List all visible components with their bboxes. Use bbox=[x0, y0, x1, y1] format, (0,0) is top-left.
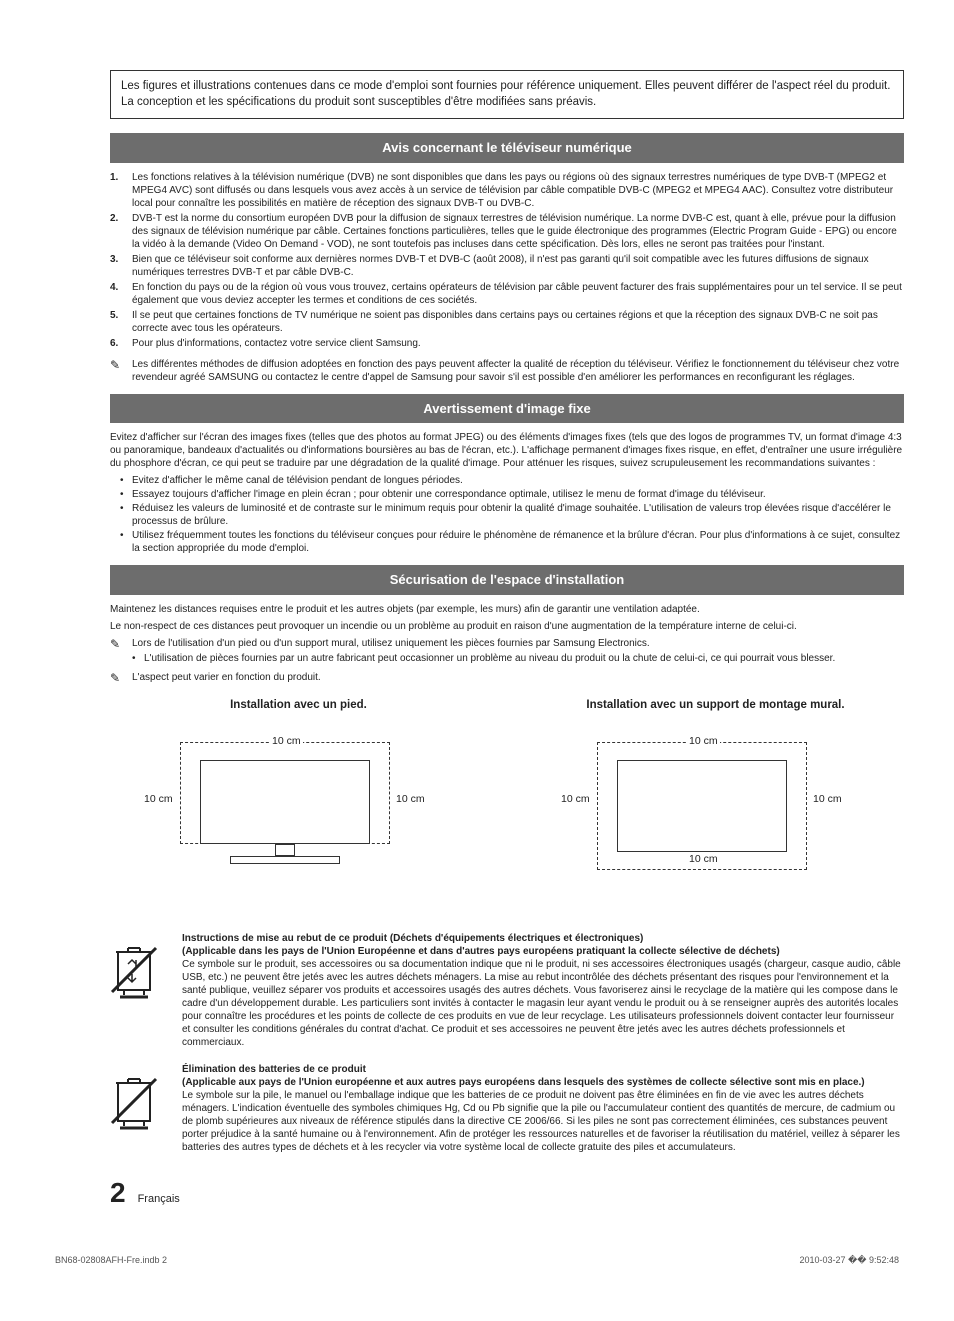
tv-stand bbox=[230, 856, 340, 864]
tv-outline bbox=[200, 760, 370, 844]
dim-bottom: 10 cm bbox=[687, 852, 720, 866]
item-text: Pour plus d'informations, contactez votr… bbox=[132, 337, 421, 350]
installation-diagrams: Installation avec un pied. 10 cm 10 cm 1… bbox=[110, 698, 904, 902]
item-number: 5. bbox=[110, 309, 132, 335]
item-text: Les fonctions relatives à la télévision … bbox=[132, 171, 904, 210]
weee-text: Instructions de mise au rebut de ce prod… bbox=[182, 932, 904, 1049]
note-icon: ✎ bbox=[110, 671, 132, 687]
note-icon: ✎ bbox=[110, 358, 132, 384]
intro-text: Les figures et illustrations contenues d… bbox=[121, 80, 890, 108]
item-number: 1. bbox=[110, 171, 132, 210]
footer-metadata: BN68-02808AFH-Fre.indb 2 2010-03-27 �� 9… bbox=[0, 1242, 954, 1296]
still-image-intro: Evitez d'afficher sur l'écran des images… bbox=[110, 431, 904, 470]
item-text: Il se peut que certaines fonctions de TV… bbox=[132, 309, 904, 335]
dim-top: 10 cm bbox=[687, 734, 720, 748]
note-row: ✎ L'aspect peut varier en fonction du pr… bbox=[110, 671, 904, 687]
note-text: Les différentes méthodes de diffusion ad… bbox=[132, 358, 904, 384]
dim-right: 10 cm bbox=[811, 792, 844, 806]
installation-p2: Le non-respect de ces distances peut pro… bbox=[110, 620, 904, 633]
list-item: 2.DVB-T est la norme du consortium europ… bbox=[110, 212, 904, 251]
list-item: 1.Les fonctions relatives à la télévisio… bbox=[110, 171, 904, 210]
section-title-digital-tv: Avis concernant le téléviseur numérique bbox=[110, 133, 904, 163]
dim-left: 10 cm bbox=[559, 792, 592, 806]
list-item: 6.Pour plus d'informations, contactez vo… bbox=[110, 337, 904, 350]
note-text: Lors de l'utilisation d'un pied ou d'un … bbox=[132, 638, 650, 649]
list-item: 4.En fonction du pays ou de la région où… bbox=[110, 281, 904, 307]
item-number: 4. bbox=[110, 281, 132, 307]
digital-tv-list: 1.Les fonctions relatives à la télévisio… bbox=[110, 171, 904, 350]
bullet-item: Essayez toujours d'afficher l'image en p… bbox=[132, 488, 904, 501]
item-text: DVB-T est la norme du consortium europée… bbox=[132, 212, 904, 251]
battery-text: Élimination des batteries de ce produit … bbox=[182, 1063, 904, 1154]
tv-outline bbox=[617, 760, 787, 852]
bullet-item: Evitez d'afficher le même canal de télév… bbox=[132, 474, 904, 487]
page-language: Français bbox=[138, 1192, 180, 1207]
item-number: 6. bbox=[110, 337, 132, 350]
bullet-item: Utilisez fréquemment toutes les fonction… bbox=[132, 529, 904, 555]
weee-row: Instructions de mise au rebut de ce prod… bbox=[110, 932, 904, 1049]
battery-body: Le symbole sur la pile, le manuel ou l'e… bbox=[182, 1090, 900, 1153]
item-text: Bien que ce téléviseur soit conforme aux… bbox=[132, 253, 904, 279]
item-number: 3. bbox=[110, 253, 132, 279]
battery-subtitle: (Applicable aux pays de l'Union européen… bbox=[182, 1077, 865, 1088]
battery-icon-box bbox=[110, 1063, 168, 1154]
still-image-bullets: Evitez d'afficher le même canal de télév… bbox=[110, 474, 904, 555]
page-number: 2 bbox=[110, 1174, 126, 1212]
wall-diagram-col: Installation avec un support de montage … bbox=[527, 698, 904, 902]
item-number: 2. bbox=[110, 212, 132, 251]
weee-body: Ce symbole sur le produit, ses accessoir… bbox=[182, 959, 901, 1048]
note-body: Lors de l'utilisation d'un pied ou d'un … bbox=[132, 637, 835, 665]
section-title-still-image: Avertissement d'image fixe bbox=[110, 394, 904, 424]
list-item: 3.Bien que ce téléviseur soit conforme a… bbox=[110, 253, 904, 279]
dim-left: 10 cm bbox=[142, 792, 175, 806]
installation-p1: Maintenez les distances requises entre l… bbox=[110, 603, 904, 616]
section-title-installation: Sécurisation de l'espace d'installation bbox=[110, 565, 904, 595]
battery-row: Élimination des batteries de ce produit … bbox=[110, 1063, 904, 1154]
note-icon: ✎ bbox=[110, 637, 132, 665]
stand-title: Installation avec un pied. bbox=[110, 698, 487, 714]
weee-title: Instructions de mise au rebut de ce prod… bbox=[182, 933, 643, 944]
list-item: 5.Il se peut que certaines fonctions de … bbox=[110, 309, 904, 335]
note-row: ✎ Lors de l'utilisation d'un pied ou d'u… bbox=[110, 637, 904, 665]
dim-top: 10 cm bbox=[270, 734, 303, 748]
dim-right: 10 cm bbox=[394, 792, 427, 806]
stand-diagram-col: Installation avec un pied. 10 cm 10 cm 1… bbox=[110, 698, 487, 902]
wall-title: Installation avec un support de montage … bbox=[527, 698, 904, 714]
tv-neck bbox=[275, 844, 295, 856]
wall-diagram: 10 cm 10 cm 10 cm 10 cm bbox=[527, 732, 904, 902]
nested-bullet: L'utilisation de pièces fournies par un … bbox=[144, 652, 835, 665]
stand-diagram: 10 cm 10 cm 10 cm bbox=[110, 732, 487, 902]
footer-file: BN68-02808AFH-Fre.indb 2 bbox=[55, 1254, 167, 1266]
bullet-item: Réduisez les valeurs de luminosité et de… bbox=[132, 502, 904, 528]
page-number-row: 2 Français bbox=[110, 1174, 904, 1212]
item-text: En fonction du pays ou de la région où v… bbox=[132, 281, 904, 307]
note-row: ✎ Les différentes méthodes de diffusion … bbox=[110, 358, 904, 384]
manual-page: Les figures et illustrations contenues d… bbox=[0, 0, 954, 1242]
note-text: L'aspect peut varier en fonction du prod… bbox=[132, 671, 321, 687]
intro-notice-box: Les figures et illustrations contenues d… bbox=[110, 70, 904, 119]
weee-icon-box bbox=[110, 932, 168, 1049]
recycle-bin-icon bbox=[110, 1073, 158, 1131]
footer-timestamp: 2010-03-27 �� 9:52:48 bbox=[799, 1254, 899, 1266]
weee-subtitle: (Applicable dans les pays de l'Union Eur… bbox=[182, 946, 780, 957]
battery-title: Élimination des batteries de ce produit bbox=[182, 1064, 366, 1075]
recycle-bin-icon bbox=[110, 942, 158, 1000]
